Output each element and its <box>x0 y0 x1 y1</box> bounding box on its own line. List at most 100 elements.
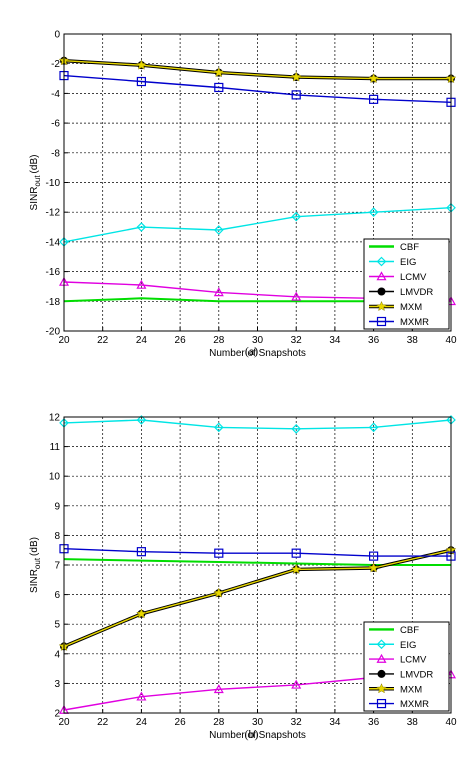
y-axis-label-sub: out <box>33 557 42 569</box>
data-point <box>213 422 224 433</box>
data-point <box>368 422 379 433</box>
series-line <box>63 207 452 243</box>
legend-box <box>363 238 450 330</box>
y-tick-label: -8 <box>51 148 60 159</box>
series-line <box>63 549 452 648</box>
legend-marker <box>376 653 387 663</box>
legend-marker <box>376 271 387 281</box>
data-point <box>136 222 147 232</box>
x-tick-label: 34 <box>329 717 341 728</box>
series-mxm <box>58 544 457 651</box>
x-tick-label: 26 <box>175 335 187 346</box>
y-tick-label: 3 <box>54 679 60 690</box>
y-tick-label: 10 <box>49 472 61 483</box>
x-tick-label: 38 <box>407 717 419 728</box>
y-tick-label: -16 <box>46 267 61 278</box>
x-axis-label: Number of Snapshots <box>209 348 306 359</box>
data-point <box>291 679 302 689</box>
x-tick-label: 32 <box>291 717 303 728</box>
data-point <box>368 72 379 84</box>
x-tick-label: 40 <box>445 335 457 346</box>
series-mxm <box>58 55 457 84</box>
x-tick-label: 34 <box>329 335 341 346</box>
data-point <box>291 211 302 222</box>
series-line <box>63 419 452 430</box>
y-tick-label: 0 <box>54 30 60 41</box>
y-tick-label: -4 <box>51 89 60 100</box>
legend-marker <box>377 669 386 678</box>
data-point <box>291 423 302 434</box>
data-point <box>136 547 146 557</box>
y-axis-label-main: SINR <box>29 569 40 593</box>
data-point <box>136 608 147 619</box>
x-tick-label: 30 <box>252 717 264 728</box>
series-line <box>63 548 451 557</box>
x-tick-label: 36 <box>368 335 380 346</box>
y-tick-label: 7 <box>54 561 60 572</box>
data-point <box>213 225 224 235</box>
x-tick-label: 36 <box>368 717 380 728</box>
y-axis-label: SINRout(dB) <box>29 537 42 593</box>
data-point <box>214 548 224 558</box>
y-axis-label-unit: (dB) <box>29 155 40 174</box>
legend-marker <box>376 639 387 650</box>
y-tick-label: -10 <box>46 178 61 189</box>
y-tick-label: 2 <box>54 709 60 720</box>
data-point <box>136 279 147 289</box>
x-axis-label: Number of Snapshots <box>209 730 306 741</box>
data-point <box>368 207 379 218</box>
data-point <box>290 71 302 82</box>
chart-a: 20 22 24 26 28 30 32 34 36 38 40-20-18-16-14-12-10… <box>29 30 457 360</box>
legend-label: CBF <box>400 242 419 253</box>
y-tick-label: 4 <box>54 649 60 660</box>
y-axis-label-unit: (dB) <box>29 537 40 556</box>
y-axis-label-sub: out <box>33 175 42 187</box>
x-tick-label: 32 <box>291 335 303 346</box>
x-tick-label: 22 <box>97 335 109 346</box>
figure-caption: (a) <box>245 344 258 358</box>
y-tick-label: -14 <box>46 237 61 248</box>
x-tick-label: 24 <box>136 717 148 728</box>
y-tick-label: 12 <box>49 413 61 424</box>
legend-label: MXMR <box>400 317 429 328</box>
data-point <box>213 66 225 78</box>
data-point <box>291 90 301 100</box>
legend-label: LMVDR <box>400 669 433 680</box>
data-point <box>368 562 379 573</box>
x-tick-label: 28 <box>213 717 225 728</box>
data-point <box>136 415 147 425</box>
figure-caption: (b) <box>245 727 259 741</box>
x-tick-label: 28 <box>213 335 225 346</box>
legend-marker <box>376 683 387 694</box>
x-tick-label: 26 <box>175 717 187 728</box>
x-tick-label: 30 <box>252 335 264 346</box>
x-tick-label: 22 <box>97 717 109 728</box>
x-tick-label: 20 <box>58 335 70 346</box>
legend-marker <box>376 698 387 709</box>
legend-label: LCMV <box>400 272 427 283</box>
x-tick-label: 20 <box>58 717 70 728</box>
legend-label: LCMV <box>400 655 427 666</box>
data-point <box>369 551 379 561</box>
data-point <box>369 94 379 104</box>
plot-border <box>63 416 452 714</box>
y-tick-label: 6 <box>54 590 60 601</box>
legend-label: MXMR <box>400 699 429 710</box>
chart-b: 20 22 24 26 28 30 32 34 36 38 4023456789101112CBFE… <box>29 413 457 742</box>
y-tick-label: -6 <box>51 119 60 130</box>
y-tick-label: 9 <box>54 501 60 512</box>
data-point <box>213 287 224 297</box>
legend-marker <box>376 316 387 327</box>
y-tick-label: -18 <box>46 297 61 308</box>
legend-box <box>363 621 450 712</box>
y-tick-label: 8 <box>54 531 60 542</box>
y-tick-label: -2 <box>51 59 60 70</box>
data-point <box>291 548 301 558</box>
grid-lines <box>64 417 451 713</box>
legend-label: EIG <box>400 640 416 651</box>
legend-marker <box>377 287 386 296</box>
data-point <box>135 59 147 70</box>
y-tick-label: -20 <box>46 327 61 338</box>
plot-border <box>63 33 452 332</box>
